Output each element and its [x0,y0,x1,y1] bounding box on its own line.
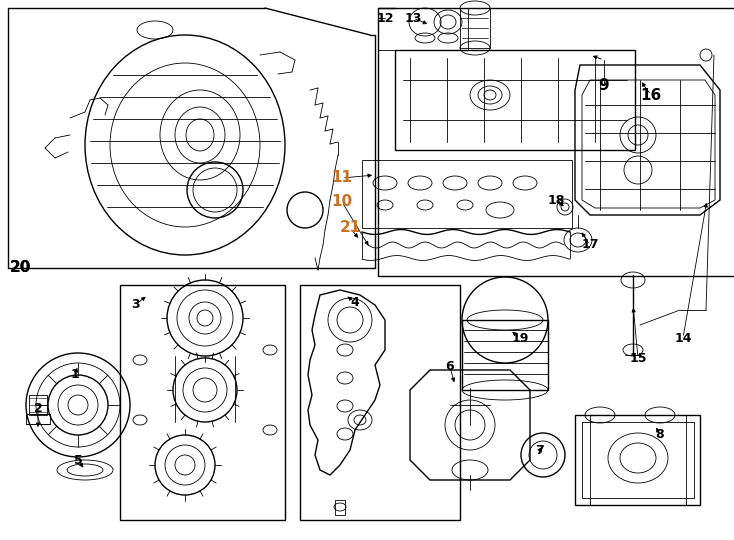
Text: 2: 2 [34,402,43,415]
Text: 8: 8 [655,429,664,442]
Bar [460,8,490,48]
Text: 12: 12 [377,11,393,24]
Bar [335,500,345,515]
Text: 19: 19 [512,332,528,345]
Text: 18: 18 [548,193,564,206]
Text: 4: 4 [351,295,360,308]
Text: 7: 7 [536,443,545,456]
Text: 20: 20 [10,260,31,275]
Bar [120,285,285,520]
Bar [582,422,694,498]
Text: 15: 15 [629,352,647,365]
Bar [378,8,468,50]
Bar [378,8,734,276]
Text: 13: 13 [404,11,422,24]
Bar [462,320,548,390]
Text: 1: 1 [70,368,79,381]
Bar [26,414,50,424]
Text: 10: 10 [332,194,352,210]
Bar [575,415,700,505]
Text: 3: 3 [131,299,139,312]
Text: 17: 17 [581,239,599,252]
Bar [362,160,572,228]
Text: 6: 6 [446,361,454,374]
Text: 11: 11 [332,171,352,186]
Bar [300,285,460,520]
Text: 16: 16 [640,87,661,103]
Text: 9: 9 [599,78,609,92]
Text: 20: 20 [10,260,31,275]
Text: 5: 5 [73,454,82,467]
Bar [395,50,635,150]
Text: 14: 14 [675,332,691,345]
Bar [29,395,47,415]
Text: 21: 21 [339,220,360,235]
